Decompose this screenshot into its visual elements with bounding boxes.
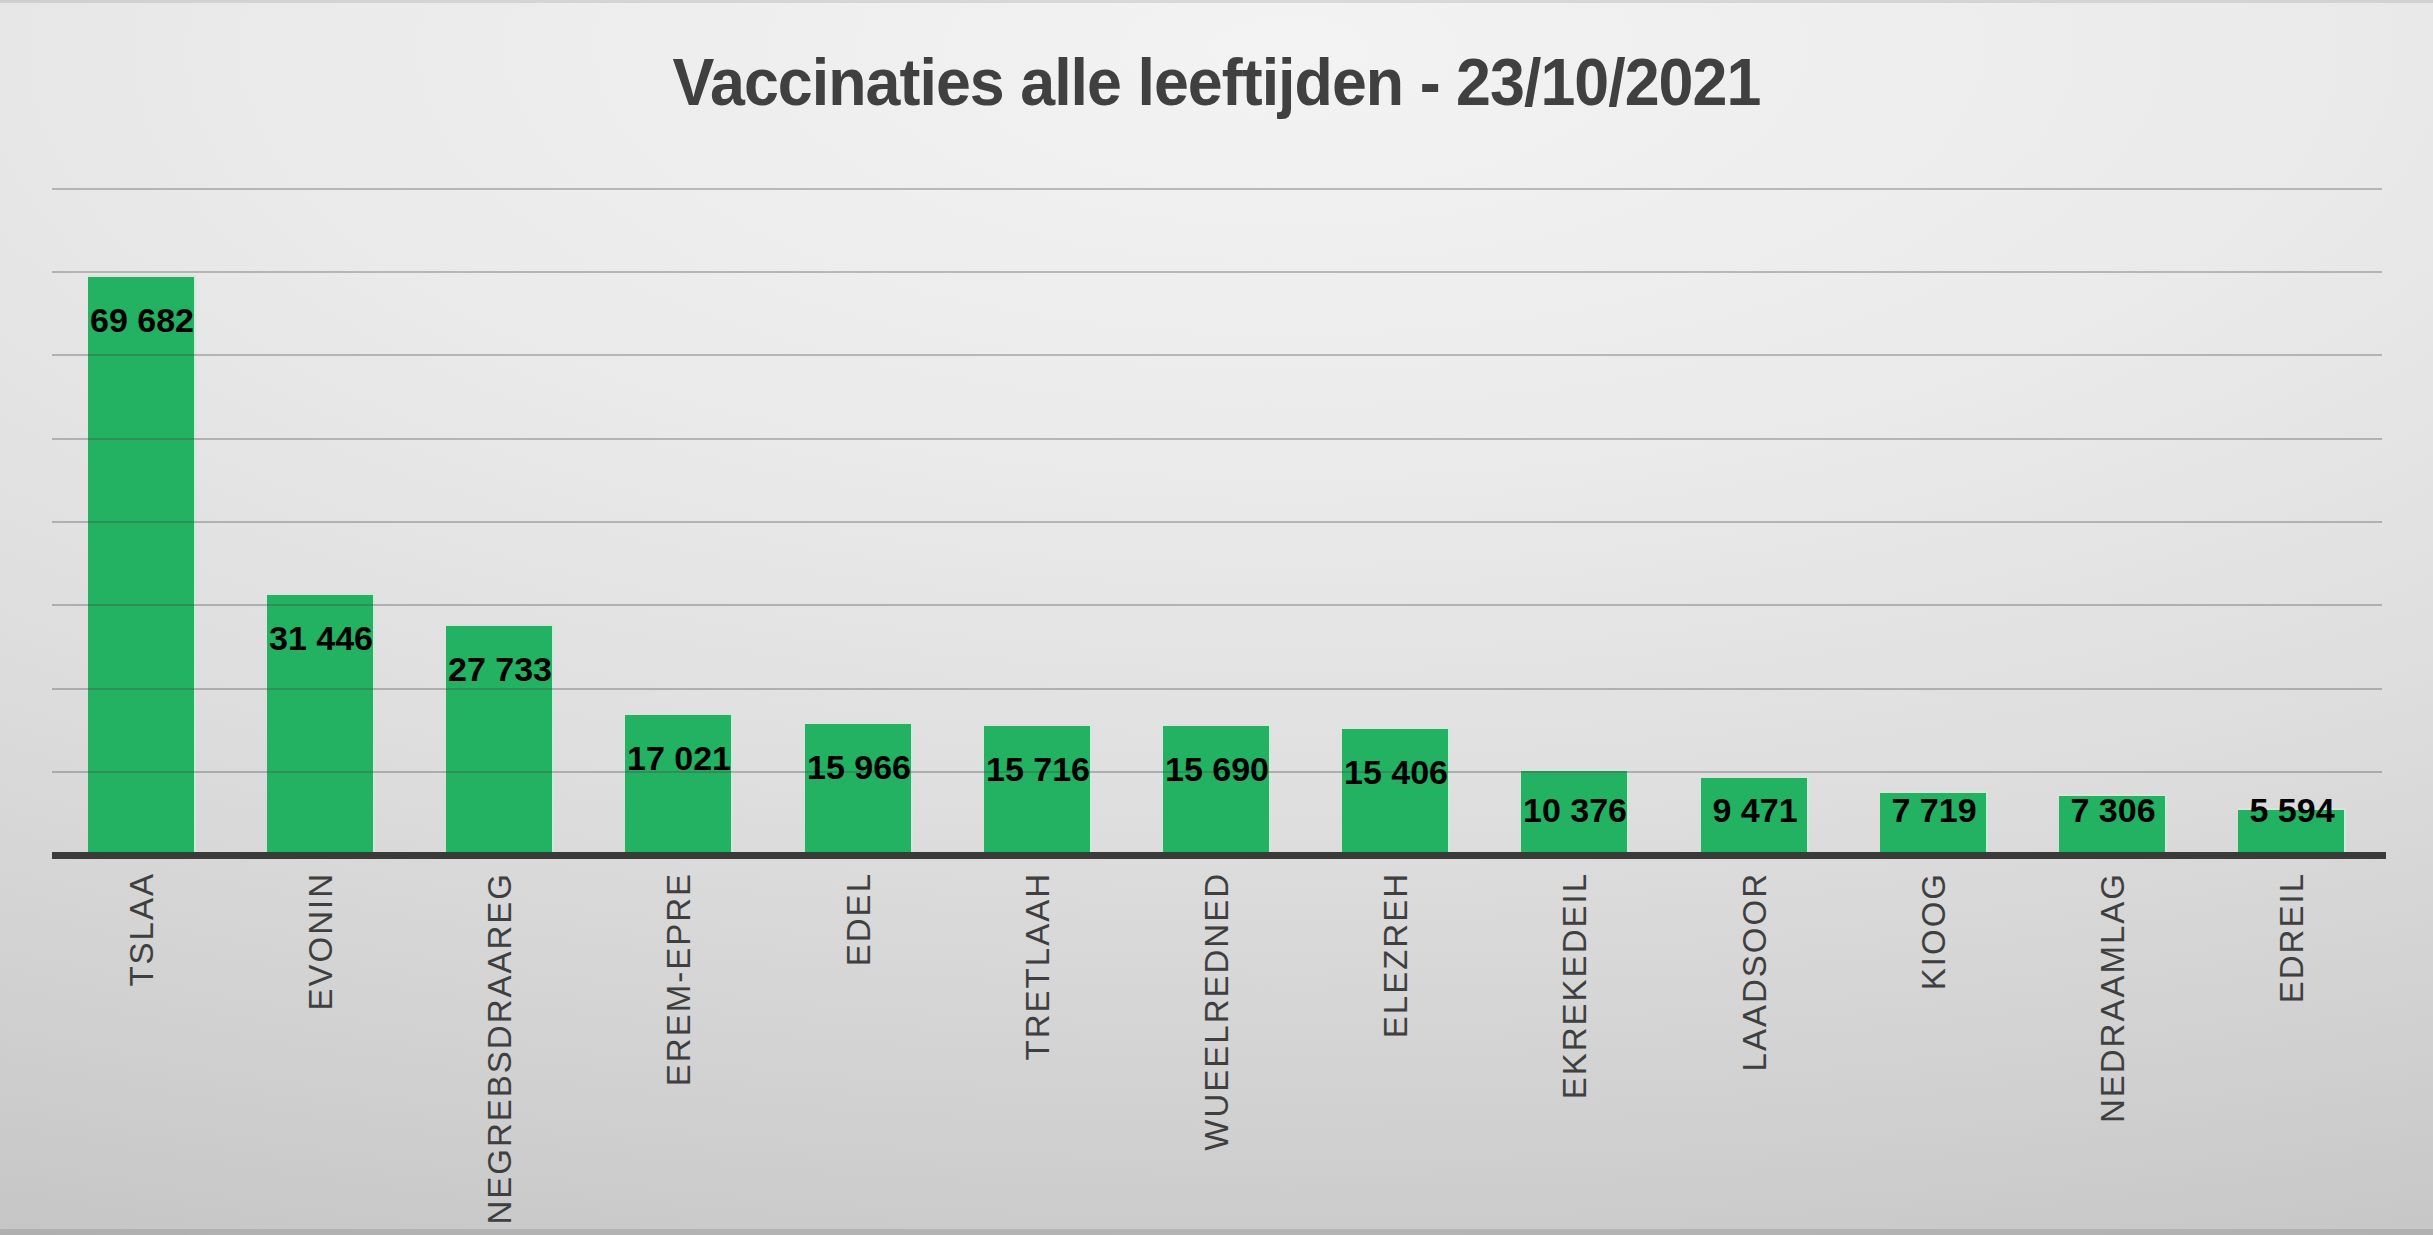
category-label-galmaarden: NEDRAAMLAG [2096, 872, 2130, 1123]
category-label-geraardsbergen: NEGREBSDRAAREG [483, 872, 517, 1225]
bar-value-label: 15 406 [1276, 756, 1516, 789]
category-label-gooik: KIOOG [1917, 872, 1951, 990]
bar-erpe-mere [625, 713, 733, 857]
bar-aalst [88, 275, 196, 857]
gridline [52, 521, 2382, 523]
bar-herzele [1342, 727, 1450, 857]
bar-value-label: 31 446 [201, 622, 441, 655]
chart-plot-area: 69 682 TSLAA 31 446 EVONIN 27 733 NEGREBSDRAA… [0, 0, 2433, 1235]
bar-denderleeuw [1163, 724, 1271, 857]
category-label-haaltert: TRETLAAH [1021, 872, 1055, 1060]
slide-background: Vaccinaties alle leeftijden - 23/10/2021… [0, 0, 2433, 1235]
bar-haaltert [984, 724, 1092, 857]
category-label-aalst: TSLAA [125, 872, 159, 987]
category-label-liedekerke: EKREKEDEIL [1558, 872, 1592, 1099]
category-label-ninove: EVONIN [304, 872, 338, 1011]
bar-value-label: 27 733 [380, 653, 620, 686]
bar-value-label: 69 682 [22, 304, 262, 337]
category-label-roosdaal: LAADSOOR [1738, 872, 1772, 1071]
category-label-lierde: EDREIL [2275, 872, 2309, 1003]
bar-lede [805, 722, 913, 857]
x-axis-line [52, 852, 2386, 859]
gridline [52, 354, 2382, 356]
gridline [52, 188, 2382, 190]
category-label-denderleeuw: WUEELREDNED [1200, 872, 1234, 1151]
gridline [52, 688, 2382, 690]
category-label-erpe-mere: EREM-EPRE [662, 872, 696, 1086]
category-label-herzele: ELEZREH [1379, 872, 1413, 1038]
category-label-lede: EDEL [842, 872, 876, 966]
gridline [52, 271, 2382, 273]
slide-bottom-edge [0, 1229, 2433, 1235]
slide-top-edge [0, 0, 2433, 3]
gridline [52, 438, 2382, 440]
gridline [52, 604, 2382, 606]
chart-title: Vaccinaties alle leeftijden - 23/10/2021 [61, 46, 2372, 119]
bar-value-label: 5 594 [2172, 794, 2412, 827]
